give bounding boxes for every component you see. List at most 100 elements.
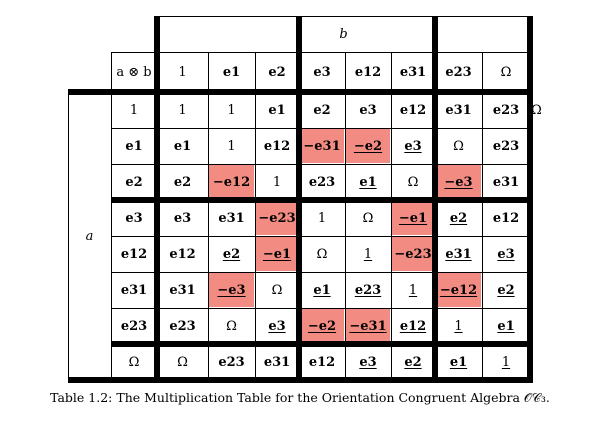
thin-vline-0 bbox=[111, 52, 112, 380]
col-header-0-text: 1 bbox=[178, 64, 187, 80]
row-header-1: e1 bbox=[112, 129, 156, 163]
row-2-col-7: e31 bbox=[483, 165, 529, 199]
row-2-col-6: −e3 bbox=[436, 165, 481, 199]
row-0-col-2: e1 bbox=[256, 93, 298, 127]
row-6-col-4-text: −e31 bbox=[349, 318, 387, 334]
row-1-col-2: e12 bbox=[256, 129, 298, 163]
row-6-col-6: 1 bbox=[436, 309, 481, 343]
row-4-col-7: e3 bbox=[483, 237, 529, 271]
row-1-col-2-text: e12 bbox=[263, 138, 291, 154]
col-variable-label: b bbox=[339, 26, 348, 42]
col-header-7-text: Ω bbox=[500, 64, 512, 80]
corner-label-text: a ⊗ b bbox=[116, 64, 152, 80]
row-5-col-2-text: Ω bbox=[271, 282, 283, 298]
row-sep-4 bbox=[111, 308, 530, 309]
row-header-0: 1 bbox=[112, 93, 156, 127]
row-2-col-6-text: −e3 bbox=[444, 174, 473, 190]
row-5-col-6: −e12 bbox=[436, 273, 481, 307]
col-header-1-text: e1 bbox=[222, 64, 241, 80]
row-5-col-4: e23 bbox=[346, 273, 390, 307]
row-0-col-4-text: e3 bbox=[359, 102, 377, 118]
row-header-0-text: 1 bbox=[129, 102, 139, 118]
row-1-col-0: e1 bbox=[158, 129, 207, 163]
row-1-col-1-text: 1 bbox=[227, 138, 236, 154]
row-0-col-3-text: e2 bbox=[313, 102, 331, 118]
row-7-col-1-text: e23 bbox=[218, 354, 245, 370]
thick-hline-header bbox=[68, 89, 533, 95]
col-header-2: e2 bbox=[256, 53, 298, 91]
row-0-col-0: 1 bbox=[158, 93, 207, 127]
row-7-col-0-text: Ω bbox=[177, 354, 188, 370]
row-7-col-7: 1 bbox=[483, 345, 529, 379]
row-4-col-5-text: −e23 bbox=[394, 246, 432, 262]
col-header-6: e23 bbox=[436, 53, 481, 91]
thin-vline-1 bbox=[208, 52, 209, 380]
row-4-col-5: −e23 bbox=[392, 237, 434, 271]
row-1-col-5-text: e3 bbox=[404, 138, 422, 154]
row-5-col-0: e31 bbox=[158, 273, 207, 307]
row-3-col-3-text: 1 bbox=[317, 210, 327, 226]
col-header-0: 1 bbox=[158, 53, 207, 91]
row-2-col-0: e2 bbox=[158, 165, 207, 199]
row-sep-0 bbox=[111, 128, 530, 129]
row-6-col-6-text: 1 bbox=[454, 318, 463, 334]
row-6-col-5-text: e12 bbox=[399, 318, 427, 334]
row-header-6-text: e23 bbox=[120, 318, 148, 334]
row-5-col-3: e1 bbox=[300, 273, 344, 307]
row-6-col-3: −e2 bbox=[300, 309, 344, 343]
col-header-5: e31 bbox=[392, 53, 434, 91]
row-7-col-7-text: 1 bbox=[501, 354, 511, 370]
row-4-col-0: e12 bbox=[158, 237, 207, 271]
row-variable-label: a bbox=[85, 228, 94, 244]
row-3-col-7-text: e12 bbox=[492, 210, 520, 226]
row-5-col-7: e2 bbox=[483, 273, 529, 307]
row-5-col-0-text: e31 bbox=[169, 282, 196, 298]
row-header-2-text: e2 bbox=[125, 174, 143, 190]
row-0-col-7: e23 bbox=[483, 93, 529, 127]
col-variable: b bbox=[157, 16, 530, 52]
row-4-col-4-text: 1 bbox=[363, 246, 373, 262]
row-2-col-5: Ω bbox=[392, 165, 434, 199]
row-5-col-5-text: 1 bbox=[408, 282, 418, 298]
col-header-7: Ω bbox=[483, 53, 529, 91]
row-5-col-6-text: −e12 bbox=[439, 282, 478, 298]
row-5-col-1: −e3 bbox=[209, 273, 254, 307]
row-1-col-7-text: e23 bbox=[492, 138, 520, 154]
row-1-col-4: −e2 bbox=[346, 129, 390, 163]
row-4-col-6: e31 bbox=[436, 237, 481, 271]
row-0-col-7-text: e23 bbox=[492, 102, 520, 118]
thin-vline-2 bbox=[255, 52, 256, 380]
row-4-col-0-text: e12 bbox=[169, 246, 196, 262]
row-4-col-7-text: e3 bbox=[497, 246, 515, 262]
row-6-col-0: e23 bbox=[158, 309, 207, 343]
row-header-2: e2 bbox=[112, 165, 156, 199]
row-4-col-3: Ω bbox=[300, 237, 344, 271]
row-sep-2 bbox=[111, 236, 530, 237]
thin-vline-5 bbox=[482, 52, 483, 380]
row-6-col-1: Ω bbox=[209, 309, 254, 343]
row-1-col-1: 1 bbox=[209, 129, 254, 163]
row-7-col-6-text: e1 bbox=[449, 354, 468, 370]
row-0-col-8: Ω bbox=[531, 93, 542, 127]
row-2-col-3: e23 bbox=[300, 165, 344, 199]
row-2-col-1: −e12 bbox=[209, 165, 254, 199]
row-3-col-3: 1 bbox=[300, 201, 344, 235]
row-0-col-3: e2 bbox=[300, 93, 344, 127]
row-4-col-1: e2 bbox=[209, 237, 254, 271]
row-0-col-0-text: 1 bbox=[178, 102, 187, 118]
row-7-col-2-text: e31 bbox=[263, 354, 291, 370]
row-2-col-3-text: e23 bbox=[308, 174, 336, 190]
row-6-col-2: e3 bbox=[256, 309, 298, 343]
row-5-col-2: Ω bbox=[256, 273, 298, 307]
col-header-4: e12 bbox=[346, 53, 390, 91]
row-7-col-3-text: e12 bbox=[308, 354, 336, 370]
row-0-col-2-text: e1 bbox=[268, 102, 286, 118]
row-5-col-1-text: −e3 bbox=[217, 282, 246, 298]
row-7-col-0: Ω bbox=[158, 345, 207, 379]
row-7-col-2: e31 bbox=[256, 345, 298, 379]
row-2-col-2-text: 1 bbox=[272, 174, 282, 190]
row-1-col-3: −e31 bbox=[300, 129, 344, 163]
row-2-col-1-text: −e12 bbox=[212, 174, 251, 190]
row-7-col-5: e2 bbox=[392, 345, 434, 379]
row-2-col-4-text: e1 bbox=[359, 174, 377, 190]
